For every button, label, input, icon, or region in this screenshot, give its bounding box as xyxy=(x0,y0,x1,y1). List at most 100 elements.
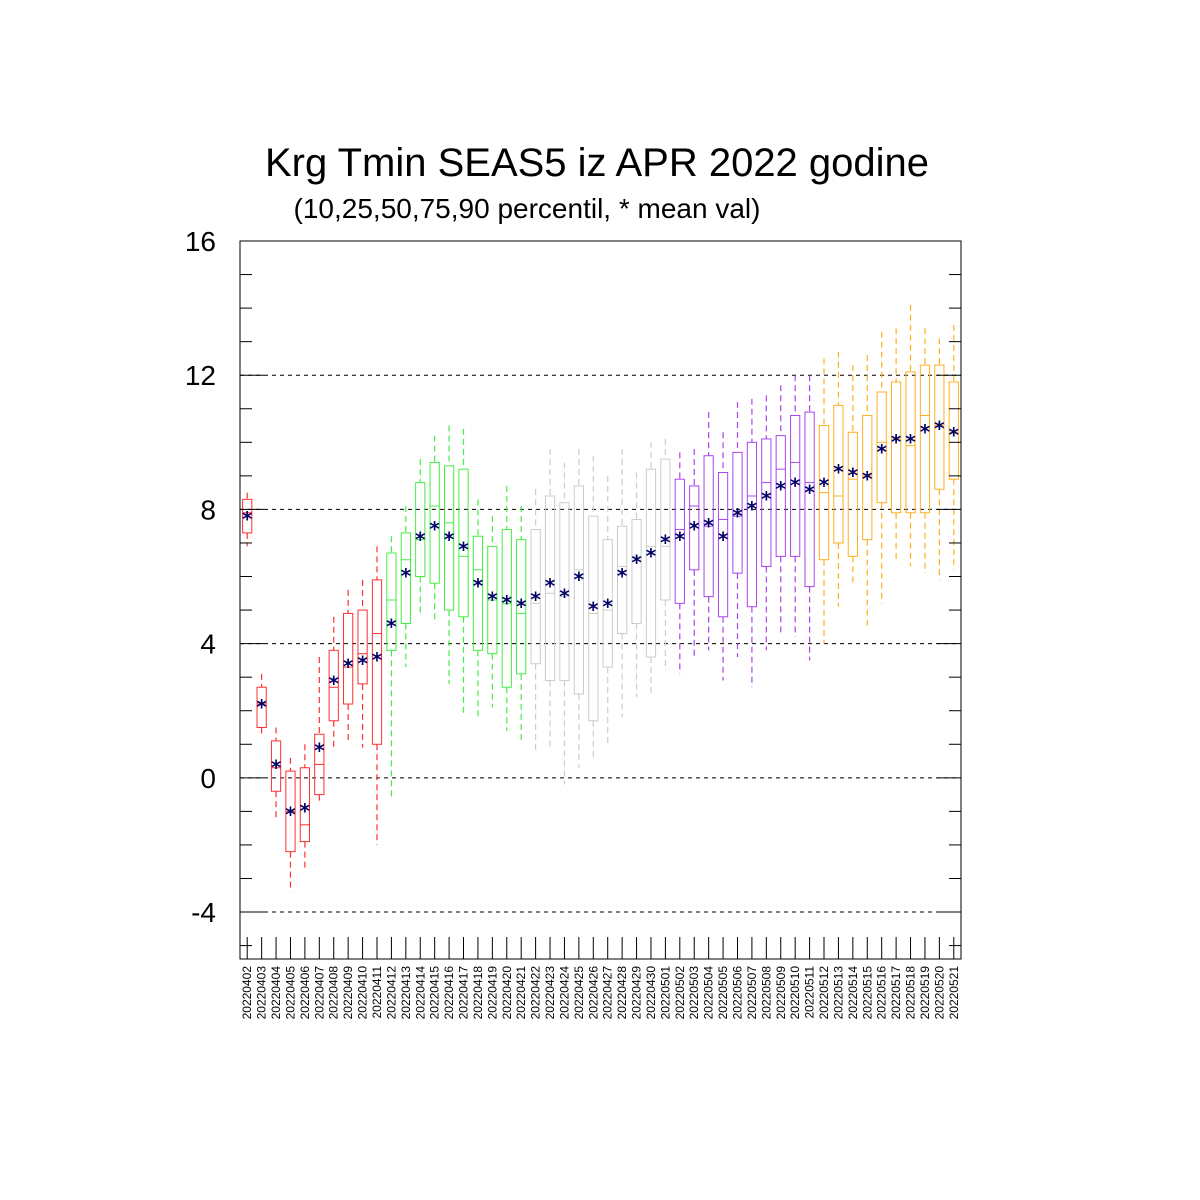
x-tick-label: 20220415 xyxy=(428,966,442,1020)
mean-marker: * xyxy=(747,497,758,521)
boxes xyxy=(242,364,959,853)
y-axis-ticks: 16 12 8 4 0 -4 xyxy=(185,226,961,947)
box-iqr xyxy=(429,461,440,584)
x-tick-label: 20220506 xyxy=(730,966,744,1020)
mean-marker: * xyxy=(905,430,916,454)
mean-marker: * xyxy=(617,564,628,588)
x-tick-label: 20220516 xyxy=(875,966,889,1020)
mean-marker: * xyxy=(242,507,253,531)
mean-marker: * xyxy=(588,598,599,622)
box-iqr xyxy=(544,495,556,682)
box-iqr xyxy=(948,381,959,480)
x-tick-label: 20220426 xyxy=(586,966,600,1020)
mean-marker: * xyxy=(920,420,931,444)
mean-marker: * xyxy=(314,739,325,763)
x-tick-label: 20220509 xyxy=(774,966,788,1020)
mean-marker: * xyxy=(833,460,844,484)
box-iqr xyxy=(256,686,267,728)
x-tick-label: 20220429 xyxy=(630,966,644,1020)
mean-marker: * xyxy=(487,588,498,612)
x-tick-label: 20220413 xyxy=(399,966,413,1020)
mean-marker: * xyxy=(703,514,714,538)
x-tick-label: 20220423 xyxy=(543,966,557,1020)
y-tick-label: 16 xyxy=(185,226,216,257)
mean-marker: * xyxy=(516,594,527,618)
box-iqr xyxy=(746,441,758,608)
box-iqr xyxy=(674,478,685,604)
x-tick-label: 20220420 xyxy=(500,966,514,1020)
box-iqr xyxy=(934,364,945,490)
x-tick-label: 20220501 xyxy=(658,966,672,1020)
box-iqr xyxy=(905,371,916,514)
box-iqr xyxy=(602,539,613,668)
mean-marker: * xyxy=(776,477,787,501)
mean-marker: * xyxy=(689,517,700,541)
box-iqr xyxy=(588,515,599,722)
mean-marker: * xyxy=(559,584,570,608)
x-tick-label: 20220520 xyxy=(932,966,946,1020)
x-tick-label: 20220430 xyxy=(644,966,658,1020)
box-iqr xyxy=(645,468,657,658)
y-tick-label: 8 xyxy=(200,494,216,525)
box-iqr xyxy=(357,609,368,685)
chart-title: Krg Tmin SEAS5 iz APR 2022 godine xyxy=(265,141,929,185)
mean-marker: * xyxy=(848,464,859,488)
box-iqr xyxy=(660,458,671,601)
y-tick-label: 0 xyxy=(200,763,216,794)
x-tick-label: 20220418 xyxy=(471,966,485,1020)
mean-marker: * xyxy=(545,574,556,598)
box-iqr xyxy=(876,391,887,504)
mean-marker: * xyxy=(300,799,311,823)
box-iqr xyxy=(386,552,397,651)
mean-marker: * xyxy=(271,755,282,779)
x-tick-label: 20220517 xyxy=(889,966,903,1020)
mean-marker: * xyxy=(328,672,339,696)
x-tick-label: 20220406 xyxy=(298,966,312,1020)
whiskers xyxy=(246,304,955,892)
x-tick-label: 20220421 xyxy=(514,966,528,1020)
box-iqr xyxy=(862,414,873,541)
x-tick-label: 20220503 xyxy=(687,966,701,1020)
mean-marker: * xyxy=(631,551,642,575)
x-tick-label: 20220508 xyxy=(759,966,773,1020)
box-iqr xyxy=(501,529,512,688)
mean-marker: * xyxy=(429,517,440,541)
x-tick-label: 20220414 xyxy=(413,966,427,1020)
x-tick-label: 20220419 xyxy=(485,966,499,1020)
x-tick-label: 20220514 xyxy=(846,966,860,1020)
mean-marker: * xyxy=(256,695,267,719)
box-iqr xyxy=(631,518,642,624)
x-tick-label: 20220427 xyxy=(601,966,615,1020)
mean-marker: * xyxy=(675,527,686,551)
mean-marker: * xyxy=(386,614,397,638)
x-tick-label: 20220409 xyxy=(341,966,355,1020)
y-tick-label: 12 xyxy=(185,360,216,391)
x-tick-label: 20220404 xyxy=(269,966,283,1020)
mean-marker: * xyxy=(761,487,772,511)
box-iqr xyxy=(573,485,584,695)
mean-marker: * xyxy=(285,802,296,826)
x-tick-label: 20220512 xyxy=(817,966,831,1020)
mean-marker: * xyxy=(473,574,484,598)
x-tick-label: 20220405 xyxy=(283,966,297,1020)
x-tick-label: 20220416 xyxy=(442,966,456,1020)
box-iqr xyxy=(559,502,570,682)
mean-marker: * xyxy=(646,544,657,568)
box-iqr xyxy=(732,451,743,574)
box-iqr xyxy=(833,404,844,544)
mean-marker: * xyxy=(458,537,469,561)
x-tick-label: 20220402 xyxy=(240,966,254,1020)
mean-marker: * xyxy=(718,527,729,551)
x-tick-label: 20220411 xyxy=(370,966,384,1019)
y-tick-label: -4 xyxy=(191,897,216,928)
x-tick-label: 20220519 xyxy=(918,966,932,1020)
box-iqr xyxy=(530,529,541,665)
chart-subtitle: (10,25,50,75,90 percentil, * mean val) xyxy=(294,193,761,224)
x-tick-label: 20220511 xyxy=(803,966,817,1019)
box-iqr xyxy=(790,414,801,557)
axes xyxy=(239,240,962,960)
mean-marker: * xyxy=(530,588,541,612)
x-tick-label: 20220412 xyxy=(384,966,398,1020)
box-iqr xyxy=(890,381,902,514)
x-axis-ticks: 20220402 20220403 20220404 20220405 20220406… xyxy=(240,937,961,1019)
